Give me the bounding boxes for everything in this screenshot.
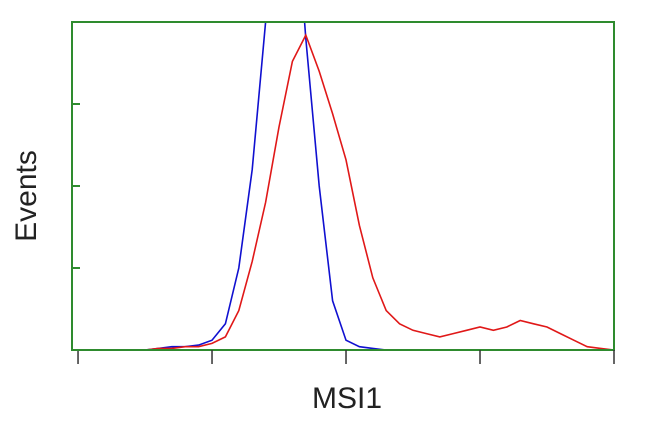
x-axis-label: MSI1 bbox=[312, 382, 382, 415]
series-line bbox=[78, 22, 614, 350]
y-axis-label: Events bbox=[10, 150, 43, 242]
plot-frame bbox=[71, 21, 615, 351]
series-line bbox=[78, 33, 614, 350]
